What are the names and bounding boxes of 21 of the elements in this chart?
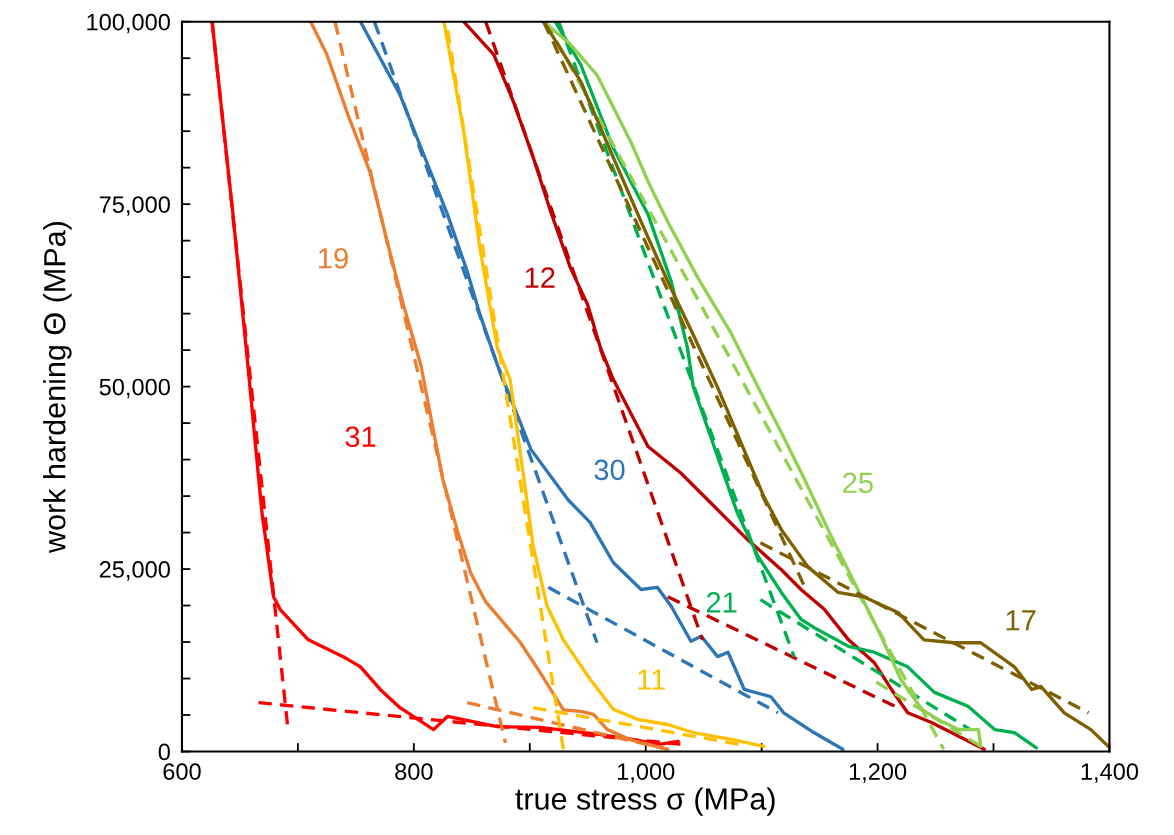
- y-tick-label: 25,000: [99, 561, 170, 581]
- y-tick-label: 50,000: [99, 378, 170, 399]
- series-label: 25: [843, 472, 873, 494]
- y-axis-title: work hardening Θ (MPa): [43, 222, 72, 554]
- y-tick-label: 0: [158, 743, 170, 761]
- series-label: 11: [638, 669, 665, 690]
- series-label: 19: [319, 248, 348, 269]
- text: 31: [345, 426, 376, 448]
- x-tick-label: 1,200: [849, 763, 907, 783]
- x-tick-label: 800: [395, 763, 433, 780]
- line-series: [462, 21, 986, 751]
- series-label: 21: [706, 592, 737, 613]
- x-axis-title: true stress σ (MPa): [515, 787, 775, 816]
- series-label: 30: [594, 459, 625, 481]
- y-tick-label: 100,000: [87, 13, 170, 34]
- x-tick-label: 1,000: [617, 763, 675, 783]
- series-label: 12: [525, 267, 555, 288]
- x-tick-label: 600: [163, 763, 201, 780]
- x-tick-label: 1,400: [1081, 763, 1139, 783]
- y-tick-label: 75,000: [99, 196, 170, 216]
- series-label: 17: [1006, 610, 1036, 631]
